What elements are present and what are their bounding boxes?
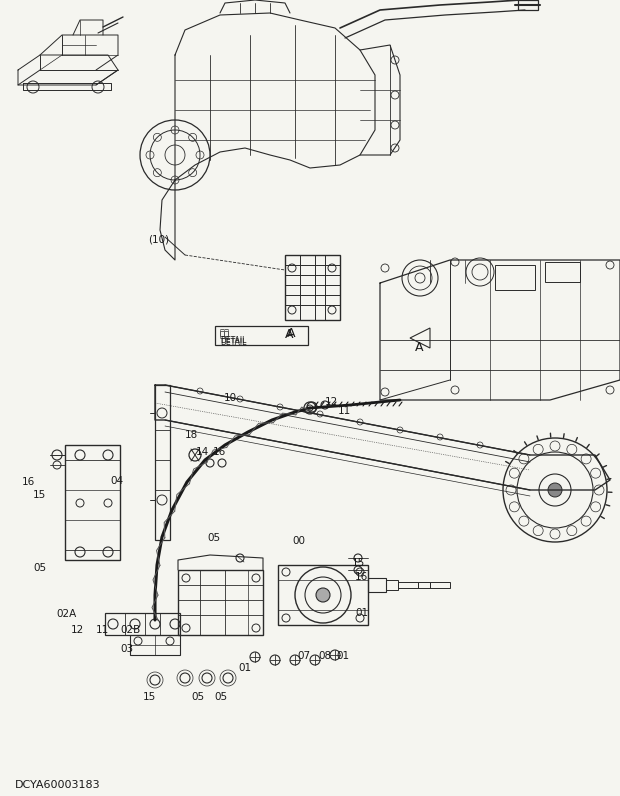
Bar — [65, 445, 120, 560]
Bar — [130, 635, 180, 655]
Bar — [518, 0, 538, 10]
Text: 詳細: 詳細 — [220, 328, 230, 337]
Bar — [178, 570, 263, 635]
Text: 16: 16 — [355, 572, 368, 582]
Text: 11: 11 — [338, 406, 352, 416]
Text: 02B: 02B — [120, 625, 140, 635]
Text: 04: 04 — [110, 476, 123, 486]
Text: 15: 15 — [352, 558, 365, 568]
Text: 05: 05 — [191, 692, 204, 702]
Bar — [155, 385, 170, 540]
Text: 01: 01 — [355, 608, 368, 618]
Bar — [398, 582, 418, 588]
Text: 12: 12 — [325, 397, 339, 407]
Text: 11: 11 — [96, 625, 109, 635]
Text: DETAIL: DETAIL — [220, 336, 246, 345]
Text: 14: 14 — [196, 447, 210, 457]
Text: 01: 01 — [238, 663, 251, 673]
Text: 03: 03 — [120, 644, 133, 654]
Text: 10: 10 — [223, 393, 237, 403]
Bar — [495, 265, 535, 290]
Bar — [215, 326, 308, 345]
Circle shape — [548, 483, 562, 497]
Text: DETAIL: DETAIL — [220, 338, 246, 347]
Text: 18: 18 — [185, 430, 198, 440]
Bar — [430, 582, 450, 588]
Text: 05: 05 — [33, 563, 46, 573]
Text: A: A — [415, 341, 423, 354]
Text: 12: 12 — [71, 625, 84, 635]
Text: 05: 05 — [214, 692, 227, 702]
Text: 01: 01 — [336, 651, 349, 661]
Text: 02A: 02A — [56, 609, 76, 619]
Text: 00: 00 — [292, 536, 305, 546]
Text: 15: 15 — [143, 692, 156, 702]
Bar — [545, 262, 580, 282]
Text: A: A — [285, 328, 293, 341]
Text: 詳細: 詳細 — [220, 330, 230, 339]
Text: 16: 16 — [22, 477, 35, 487]
Text: (10): (10) — [148, 235, 169, 245]
Text: 15: 15 — [33, 490, 46, 500]
Bar — [285, 255, 340, 320]
Bar — [368, 578, 386, 592]
Text: 16: 16 — [213, 447, 226, 457]
Text: 07: 07 — [297, 651, 310, 661]
Bar — [105, 613, 180, 635]
Bar — [386, 580, 398, 590]
Circle shape — [316, 588, 330, 602]
Text: A: A — [287, 327, 296, 340]
Text: 08: 08 — [318, 651, 331, 661]
Text: 05: 05 — [207, 533, 220, 543]
Bar — [278, 565, 368, 625]
Bar — [418, 582, 430, 588]
Text: DCYA60003183: DCYA60003183 — [15, 780, 100, 790]
